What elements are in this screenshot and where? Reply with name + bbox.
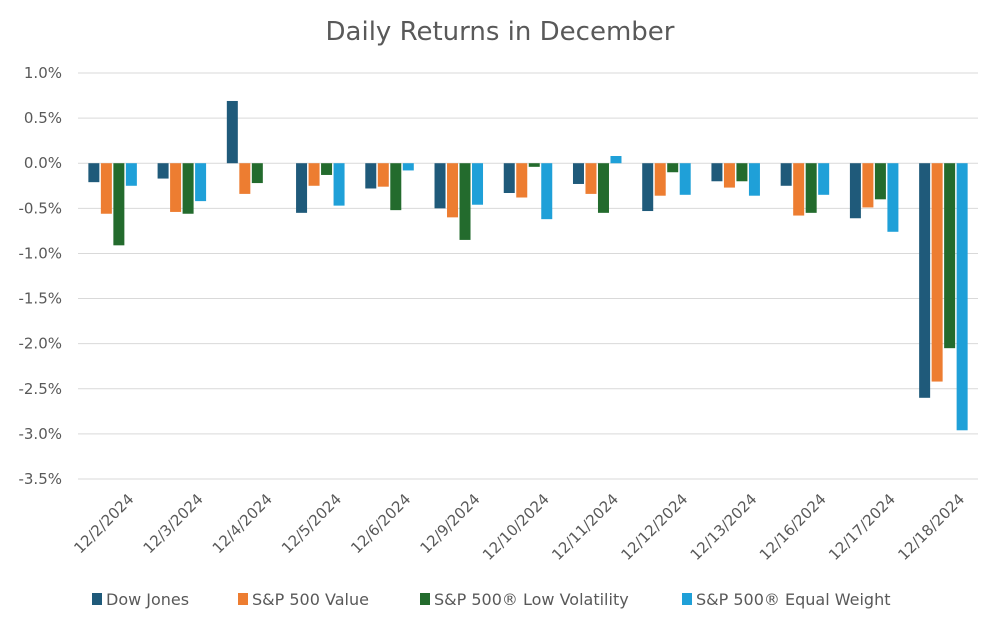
bar-dow-jones-12 bbox=[919, 163, 931, 398]
bar-dow-jones-0 bbox=[88, 163, 100, 183]
bar-s-p-500-low-volatility-0 bbox=[113, 163, 125, 246]
x-tick-label: 12/4/2024 bbox=[209, 490, 276, 557]
bar-s-p-500-low-volatility-5 bbox=[459, 163, 471, 240]
legend-swatch bbox=[238, 593, 248, 605]
bar-s-p-500-equal-weight-6 bbox=[541, 163, 553, 220]
bar-s-p-500-value-6 bbox=[516, 163, 528, 198]
bar-dow-jones-5 bbox=[434, 163, 446, 209]
bar-s-p-500-value-9 bbox=[723, 163, 735, 188]
bar-s-p-500-equal-weight-5 bbox=[472, 163, 484, 205]
legend-swatch bbox=[420, 593, 430, 605]
bar-s-p-500-low-volatility-2 bbox=[251, 163, 263, 184]
y-tick-label: -3.0% bbox=[18, 425, 62, 443]
bar-s-p-500-value-4 bbox=[377, 163, 389, 187]
bar-s-p-500-low-volatility-9 bbox=[736, 163, 748, 182]
bar-s-p-500-equal-weight-9 bbox=[748, 163, 760, 196]
y-tick-label: -3.5% bbox=[18, 470, 62, 488]
x-tick-label: 12/6/2024 bbox=[347, 490, 414, 557]
bar-s-p-500-equal-weight-10 bbox=[818, 163, 830, 195]
x-tick-label: 12/10/2024 bbox=[479, 490, 553, 564]
bar-s-p-500-value-5 bbox=[447, 163, 459, 218]
y-tick-label: 1.0% bbox=[24, 64, 62, 82]
y-tick-label: -2.5% bbox=[18, 380, 62, 398]
y-tick-label: 0.0% bbox=[24, 154, 62, 172]
x-tick-label: 12/11/2024 bbox=[548, 490, 622, 564]
bar-dow-jones-3 bbox=[296, 163, 308, 213]
bar-dow-jones-1 bbox=[157, 163, 169, 179]
bar-s-p-500-value-7 bbox=[585, 163, 597, 194]
legend: Dow Jones S&P 500 Value S&P 500® Low Volat… bbox=[92, 590, 890, 609]
legend-label: Dow Jones bbox=[106, 590, 189, 609]
bar-s-p-500-equal-weight-7 bbox=[610, 156, 622, 164]
bar-s-p-500-equal-weight-4 bbox=[402, 163, 414, 171]
bar-s-p-500-low-volatility-1 bbox=[182, 163, 194, 214]
bar-dow-jones-2 bbox=[226, 100, 238, 164]
legend-label: S&P 500® Equal Weight bbox=[696, 590, 890, 609]
bar-s-p-500-equal-weight-3 bbox=[333, 163, 345, 206]
x-tick-label: 12/16/2024 bbox=[756, 490, 830, 564]
x-tick-label: 12/18/2024 bbox=[894, 490, 968, 564]
x-tick-label: 12/17/2024 bbox=[825, 490, 899, 564]
bar-s-p-500-equal-weight-1 bbox=[195, 163, 207, 202]
gridlines bbox=[78, 72, 978, 480]
bar-s-p-500-low-volatility-10 bbox=[805, 163, 817, 213]
legend-swatch bbox=[92, 593, 102, 605]
bar-s-p-500-value-2 bbox=[239, 163, 251, 194]
bars bbox=[88, 100, 968, 431]
y-tick-label: 0.5% bbox=[24, 109, 62, 127]
bar-dow-jones-7 bbox=[572, 163, 584, 184]
bar-s-p-500-low-volatility-6 bbox=[528, 163, 540, 167]
bar-dow-jones-6 bbox=[503, 163, 515, 193]
x-tick-label: 12/5/2024 bbox=[278, 490, 345, 557]
x-tick-label: 12/12/2024 bbox=[617, 490, 691, 564]
bar-s-p-500-low-volatility-7 bbox=[597, 163, 609, 213]
x-tick-label: 12/13/2024 bbox=[687, 490, 761, 564]
bar-s-p-500-value-3 bbox=[308, 163, 320, 186]
y-tick-label: -2.0% bbox=[18, 335, 62, 353]
bar-s-p-500-low-volatility-8 bbox=[667, 163, 679, 173]
bar-dow-jones-9 bbox=[711, 163, 723, 182]
bar-s-p-500-value-12 bbox=[931, 163, 943, 382]
bar-s-p-500-equal-weight-8 bbox=[679, 163, 691, 195]
bar-s-p-500-value-8 bbox=[654, 163, 666, 196]
bar-s-p-500-value-1 bbox=[170, 163, 182, 212]
y-tick-label: -1.0% bbox=[18, 244, 62, 262]
bar-s-p-500-value-0 bbox=[100, 163, 112, 214]
bar-s-p-500-equal-weight-11 bbox=[887, 163, 899, 232]
bar-s-p-500-value-10 bbox=[793, 163, 805, 216]
bar-s-p-500-low-volatility-3 bbox=[321, 163, 333, 175]
bar-dow-jones-4 bbox=[365, 163, 377, 189]
bar-s-p-500-value-11 bbox=[862, 163, 874, 208]
bar-s-p-500-low-volatility-11 bbox=[874, 163, 886, 200]
bar-s-p-500-low-volatility-12 bbox=[944, 163, 956, 349]
x-tick-label: 12/3/2024 bbox=[140, 490, 207, 557]
y-axis-ticks: 1.0% 0.5% 0.0% -0.5% -1.0% -1.5% -2.0% -2.5% -3.… bbox=[18, 64, 62, 488]
bar-s-p-500-equal-weight-12 bbox=[956, 163, 968, 431]
bar-dow-jones-10 bbox=[780, 163, 792, 186]
x-tick-label: 12/9/2024 bbox=[416, 490, 483, 557]
chart-title: Daily Returns in December bbox=[326, 17, 675, 47]
legend-label: S&P 500® Low Volatility bbox=[434, 590, 629, 609]
bar-dow-jones-8 bbox=[642, 163, 654, 212]
legend-swatch bbox=[682, 593, 692, 605]
bar-dow-jones-11 bbox=[849, 163, 861, 219]
legend-label: S&P 500 Value bbox=[252, 590, 369, 609]
x-tick-label: 12/2/2024 bbox=[70, 490, 137, 557]
bar-s-p-500-low-volatility-4 bbox=[390, 163, 402, 211]
y-tick-label: -0.5% bbox=[18, 199, 62, 217]
x-axis-ticks: 12/2/2024 12/3/2024 12/4/2024 12/5/2024 12/6… bbox=[70, 490, 968, 564]
bar-s-p-500-equal-weight-0 bbox=[125, 163, 137, 186]
y-tick-label: -1.5% bbox=[18, 290, 62, 308]
